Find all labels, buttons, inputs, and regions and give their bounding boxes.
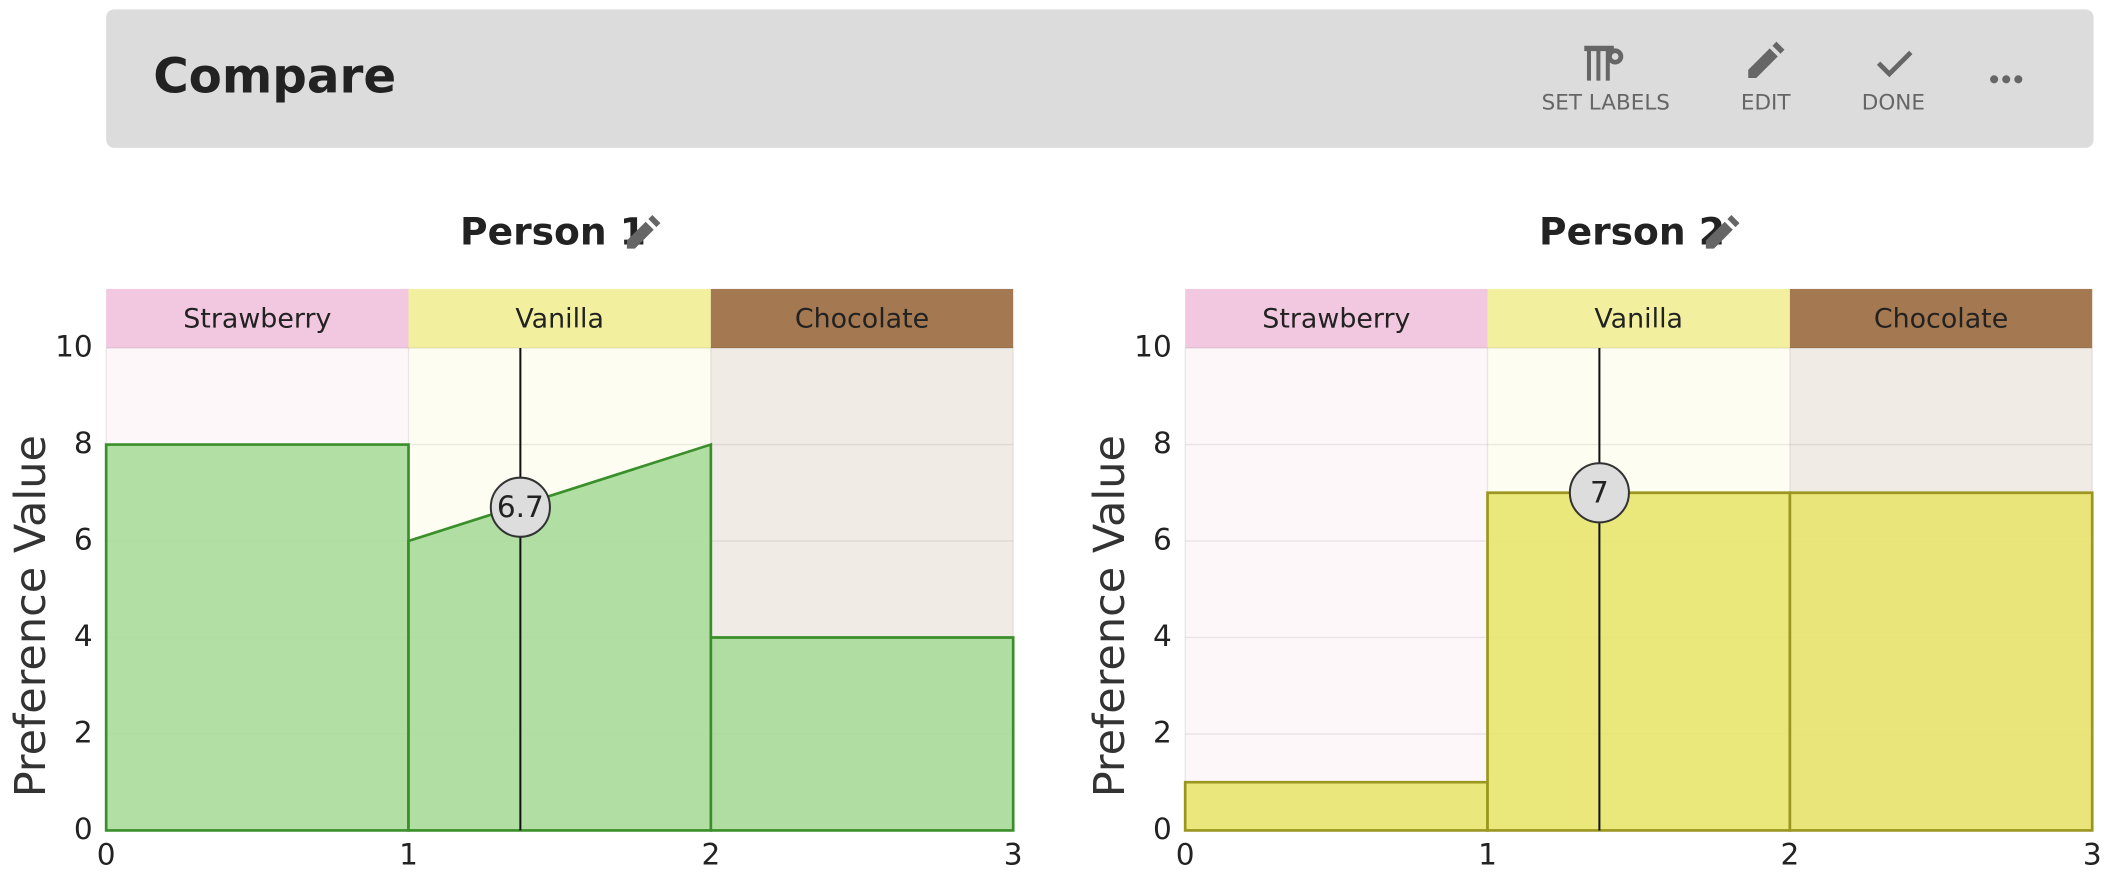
category-header [1487,288,1790,349]
x-tick-label: 2 [1780,837,1799,871]
edit-title-icon[interactable] [1705,215,1740,249]
segment-area [709,636,1015,832]
set-labels-button[interactable]: SET LABELS [1542,45,1670,116]
chart: Person 2 Strawberry Vanilla Chocolate 0 2 4 6 8 1… [1085,209,2102,871]
action-label: DONE [1862,90,1925,115]
edit-button[interactable]: EDIT [1741,41,1791,116]
y-tick-label: 2 [74,715,93,749]
y-tick-label: 10 [1134,330,1172,364]
y-tick-label: 2 [1153,715,1172,749]
y-axis-label: Preference Value [6,435,56,797]
segment-area [1486,491,1792,832]
category-header [710,288,1014,349]
category-label: Strawberry [1262,303,1410,334]
category-label: Chocolate [1874,303,2008,334]
x-tick-label: 2 [701,837,720,871]
y-tick-label: 10 [55,330,93,364]
toolbar [106,9,2094,148]
action-label: EDIT [1741,90,1791,115]
category-label: Chocolate [795,303,929,334]
category-header [1185,288,1488,349]
category-label: Vanilla [515,303,604,334]
y-tick-label: 8 [74,426,93,460]
more-button[interactable] [1990,75,2023,84]
category-header [408,288,711,349]
category-label: Vanilla [1594,303,1683,334]
action-label: SET LABELS [1542,90,1670,115]
category-label: Strawberry [183,303,331,334]
done-button[interactable]: DONE [1862,50,1925,115]
x-tick-label: 1 [1478,837,1497,871]
y-tick-label: 8 [1153,426,1172,460]
y-tick-label: 4 [1153,619,1172,653]
x-tick-label: 0 [1176,837,1195,871]
y-tick-label: 0 [1153,812,1172,846]
y-tick-label: 4 [74,619,93,653]
x-tick-label: 1 [399,837,418,871]
chart-title: Person 2 [1539,209,1725,253]
category-background [1185,348,1488,831]
chart-title: Person 1 [460,209,646,253]
edit-title-icon[interactable] [626,215,661,249]
value-label: 7 [1590,476,1609,510]
value-label: 6.7 [497,490,544,524]
category-header [1789,288,2093,349]
segment-area [104,443,410,832]
x-tick-label: 3 [1004,837,1023,871]
value-marker[interactable] [1568,462,1630,524]
x-tick-label: 3 [2083,837,2102,871]
segment-area [1183,780,1489,832]
x-tick-label: 0 [97,837,116,871]
value-marker[interactable] [489,476,551,538]
y-tick-label: 6 [74,523,93,557]
chart: Person 1 Strawberry Vanilla Chocolate 0 2 4 6 8 1… [6,209,1023,871]
category-header [106,288,409,349]
segment-area [407,442,713,832]
segment-area [1788,491,2094,832]
y-tick-label: 0 [74,812,93,846]
y-axis-label: Preference Value [1085,435,1135,797]
y-tick-label: 6 [1153,523,1172,557]
page-title: Compare [153,48,396,104]
